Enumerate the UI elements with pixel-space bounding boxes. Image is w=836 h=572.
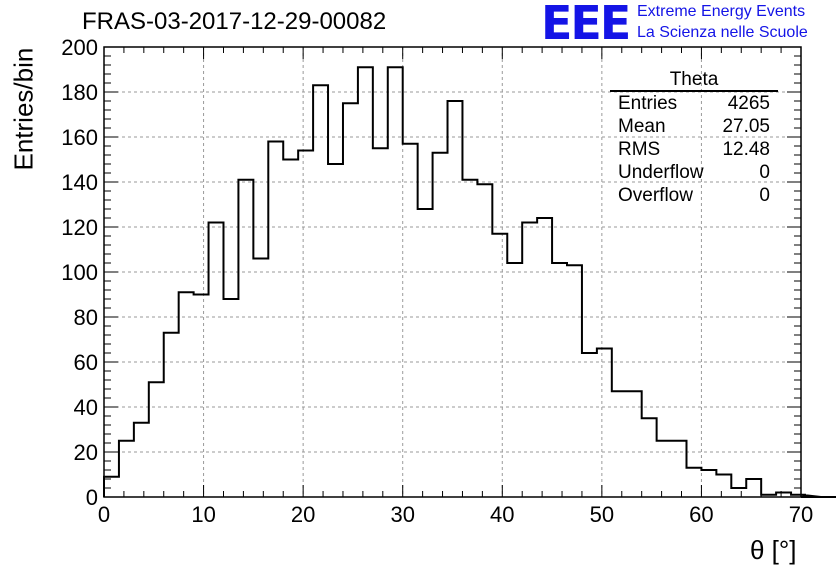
x-tick-label: 70 — [789, 502, 813, 527]
stats-row-entries: Entries 4265 — [610, 92, 778, 115]
stats-label: Overflow — [618, 185, 693, 206]
plot-frame — [103, 46, 802, 498]
stats-value: 12.48 — [722, 139, 770, 160]
y-tick-label: 20 — [74, 440, 98, 465]
x-tick-label: 10 — [191, 502, 215, 527]
stats-row-overflow: Overflow 0 — [610, 184, 778, 207]
x-tick-label: 0 — [98, 502, 110, 527]
y-tick-label: 180 — [61, 80, 98, 105]
y-tick-label: 80 — [74, 305, 98, 330]
stats-box: Theta Entries 4265 Mean 27.05 RMS 12.48 … — [610, 70, 778, 207]
y-axis-label: Entries/bin — [8, 47, 39, 171]
x-tick-label: 20 — [291, 502, 315, 527]
y-tick-label: 120 — [61, 215, 98, 240]
y-tick-label: 200 — [61, 35, 98, 60]
stats-value: 27.05 — [722, 116, 770, 137]
stats-value: 0 — [759, 162, 770, 183]
logo-text-line2: La Scienza nelle Scuole — [637, 24, 808, 41]
y-tick-label: 0 — [86, 485, 98, 510]
stats-label: Entries — [618, 93, 678, 114]
x-axis-label: θ [°] — [750, 535, 797, 565]
y-tick-label: 100 — [61, 260, 98, 285]
stats-label: RMS — [618, 139, 661, 160]
y-tick-label: 140 — [61, 170, 98, 195]
stats-label: Underflow — [618, 162, 704, 183]
stats-row-rms: RMS 12.48 — [610, 138, 778, 161]
x-tick-label: 30 — [390, 502, 414, 527]
stats-title: Theta — [610, 70, 778, 92]
eee-logo-mark: EEE — [541, 0, 631, 50]
logo-text-line1: Extreme Energy Events — [637, 3, 806, 20]
y-tick-label: 40 — [74, 395, 98, 420]
x-tick-label: 60 — [689, 502, 713, 527]
x-tick-label: 40 — [490, 502, 514, 527]
stats-value: 4265 — [727, 93, 770, 114]
stats-row-underflow: Underflow 0 — [610, 161, 778, 184]
stats-row-mean: Mean 27.05 — [610, 115, 778, 138]
y-tick-label: 160 — [61, 125, 98, 150]
stats-value: 0 — [759, 185, 770, 206]
y-tick-label: 60 — [74, 350, 98, 375]
stats-label: Mean — [618, 116, 666, 137]
plot-title: FRAS-03-2017-12-29-00082 — [82, 8, 387, 35]
x-tick-label: 50 — [590, 502, 614, 527]
